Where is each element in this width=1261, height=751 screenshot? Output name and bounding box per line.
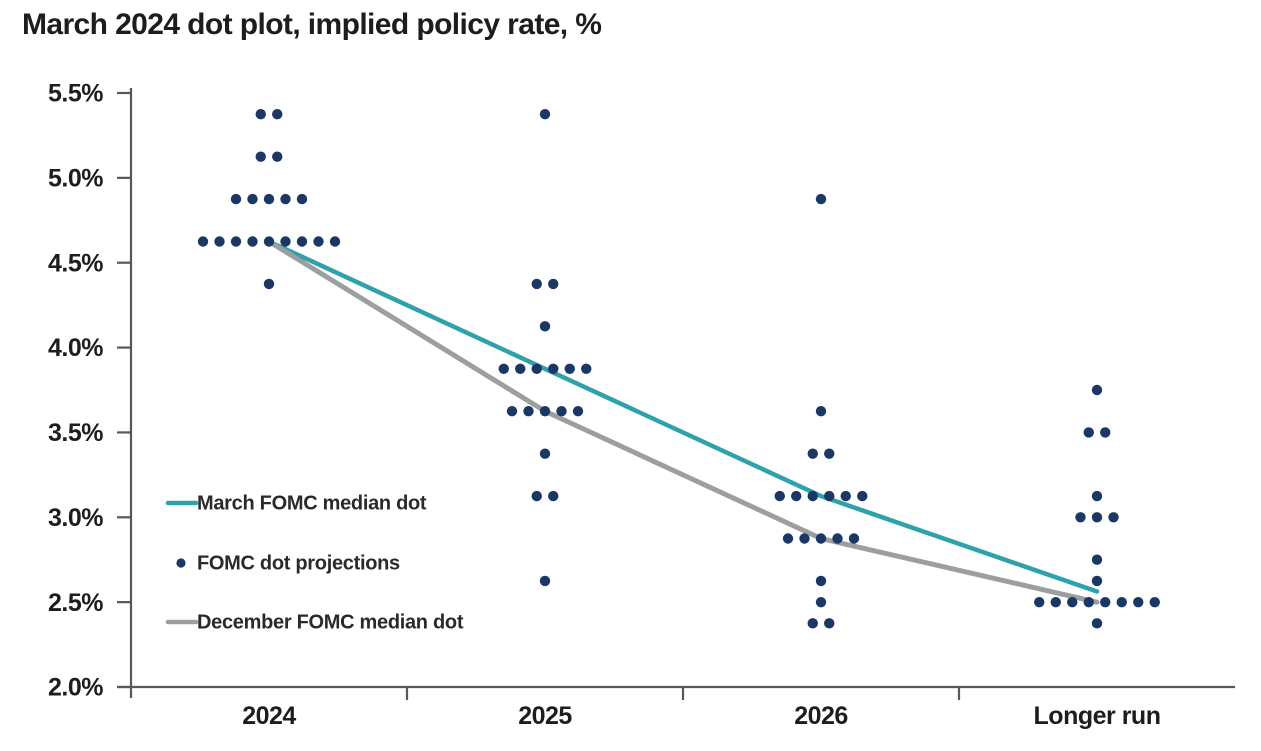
fomc-dot [807,448,818,459]
legend-label: March FOMC median dot [197,492,427,514]
fomc-dot [1108,512,1119,523]
fomc-dot [782,533,794,544]
x-axis-label: 2024 [242,702,296,730]
fomc-dot [848,533,860,544]
fomc-dot [1116,596,1127,608]
fomc-dot [539,109,551,120]
fomc-dot [1091,490,1103,502]
fomc-dot [313,236,324,247]
fomc-dot [1034,596,1045,608]
fomc-dot [539,321,551,332]
fomc-dot [230,193,242,205]
fomc-dot [799,533,810,544]
fomc-dot [255,151,266,162]
fomc-dot [1067,596,1078,608]
fomc-dot [572,406,584,417]
fomc-dot [247,193,258,205]
fomc-dot [498,363,509,374]
fomc-dot [531,278,542,290]
fomc-dot [1091,575,1103,587]
fomc-dot [515,363,526,374]
y-axis-label: 5.0% [48,164,103,192]
y-axis-label: 2.5% [48,589,103,617]
legend-label: December FOMC median dot [197,611,464,633]
fomc-dot [296,236,308,247]
fomc-dot [1050,596,1061,608]
fomc-dot [539,575,551,587]
fomc-dot [548,363,559,374]
fomc-dot [857,490,868,502]
fomc-dot [539,448,551,459]
y-axis-label: 4.5% [48,249,103,277]
fomc-dot [815,193,827,205]
fomc-dot [214,236,225,247]
fomc-dot [539,406,551,417]
fomc-dot [280,236,291,247]
fomc-dot [1091,554,1103,565]
fomc-dot [1091,618,1103,629]
fomc-dot [1091,512,1103,523]
legend-dot-swatch [176,558,186,568]
fomc-dot [523,406,534,417]
fomc-dot [824,618,835,629]
fomc-dot [824,490,835,502]
fomc-dot [840,490,851,502]
fomc-dot [1083,596,1094,608]
fomc-dot [531,490,542,502]
fomc-dot [1133,596,1144,608]
fomc-dot [548,490,559,502]
fomc-dot [263,278,275,290]
fomc-dot [824,448,835,459]
fomc-dot [280,193,291,205]
fomc-dot [1091,384,1103,396]
fomc-dot [1149,596,1160,608]
fomc-dot [581,363,592,374]
fomc-dot [263,193,275,205]
fomc-dot [807,490,818,502]
y-axis-label: 3.5% [48,419,103,447]
fomc-dot [329,236,341,247]
y-axis-label: 3.0% [48,504,103,532]
median-line-march [266,239,1100,594]
x-axis-label: 2025 [518,702,572,730]
fomc-dot [506,406,518,417]
fomc-dot [1100,427,1111,438]
legend-label: FOMC dot projections [197,552,400,574]
fomc-dot [1075,512,1086,523]
fomc-dot [832,533,843,544]
chart-title: March 2024 dot plot, implied policy rate… [22,8,602,41]
fomc-dot [815,406,827,417]
fomc-dot [815,575,827,587]
fomc-dot [531,363,542,374]
fomc-dot [548,278,559,290]
fomc-dot [774,490,785,502]
fomc-dot [815,533,827,544]
fomc-dot [564,363,575,374]
y-axis-label: 4.0% [48,334,103,362]
fomc-dot [1083,427,1094,438]
fomc-dot [807,618,818,629]
fomc-dot [230,236,242,247]
fomc-dot [263,236,275,247]
fomc-dot [556,406,567,417]
fomc-dot [272,109,283,120]
fomc-dot [296,193,308,205]
fomc-dot [1100,596,1111,608]
x-axis-label: Longer run [1034,702,1161,730]
y-axis-label: 2.0% [48,674,103,702]
fomc-dot [255,109,266,120]
y-axis-label: 5.5% [48,80,103,108]
fomc-dot [197,236,209,247]
x-axis-label: 2026 [794,702,848,730]
median-line-december [266,239,1100,605]
fomc-dot [815,596,827,608]
fomc-dot [247,236,258,247]
fomc-dot [272,151,283,162]
fomc-dot [791,490,802,502]
